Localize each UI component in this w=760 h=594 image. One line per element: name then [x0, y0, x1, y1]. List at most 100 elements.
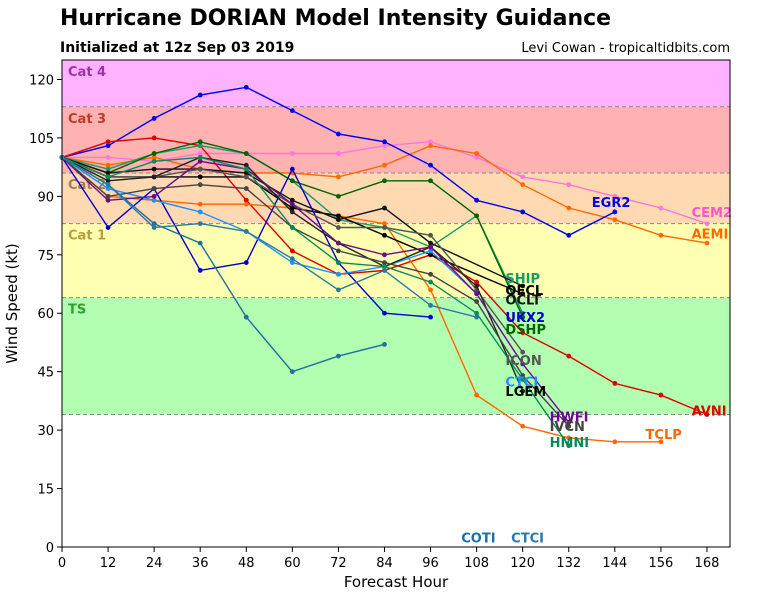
x-tick-label: 96 [422, 556, 439, 571]
data-point [243, 314, 249, 320]
data-point [566, 205, 572, 211]
data-point [105, 162, 111, 168]
data-point [105, 170, 111, 176]
data-point [197, 174, 203, 180]
data-point [520, 349, 526, 355]
series-layer [59, 84, 710, 449]
data-point [243, 162, 249, 168]
x-tick-label: 36 [192, 556, 209, 571]
data-point [704, 412, 710, 417]
data-point [428, 287, 433, 293]
data-point [243, 84, 249, 90]
series-line [61, 156, 477, 318]
data-point [382, 139, 387, 145]
data-point [520, 314, 526, 320]
x-tick-label: 156 [648, 556, 673, 571]
data-point [474, 197, 480, 203]
data-point [474, 314, 480, 320]
data-point [197, 158, 203, 164]
data-point [336, 353, 341, 359]
x-tick-label: 24 [146, 556, 163, 571]
data-point [336, 271, 341, 277]
data-point [243, 166, 249, 172]
data-point [520, 388, 526, 394]
data-point [336, 240, 341, 246]
data-point [151, 197, 157, 203]
data-point [474, 392, 480, 398]
y-tick-label: 105 [29, 132, 54, 147]
x-tick-label: 48 [238, 556, 255, 571]
data-point [151, 135, 157, 141]
data-point [336, 260, 341, 265]
data-point [566, 435, 572, 441]
data-point [336, 131, 341, 137]
data-point [289, 256, 295, 262]
data-point [428, 162, 433, 168]
data-point [520, 423, 526, 429]
series-label: TCLP [646, 428, 682, 443]
data-point [289, 151, 295, 156]
data-point [658, 232, 664, 238]
data-point [566, 232, 572, 238]
series-label: CTCI [505, 375, 538, 390]
data-point [151, 193, 157, 199]
data-point [197, 201, 203, 207]
data-point [658, 439, 664, 445]
data-point [289, 166, 295, 172]
band-label: Cat 3 [68, 112, 106, 127]
y-tick-label: 75 [37, 249, 54, 264]
data-point [566, 443, 572, 449]
data-point [151, 221, 157, 227]
data-point [289, 197, 295, 203]
data-point [105, 197, 111, 203]
data-point [566, 353, 572, 359]
data-point [428, 248, 433, 254]
band-label: Cat 4 [68, 65, 106, 80]
band-label: TS [68, 303, 86, 318]
data-point [289, 108, 295, 114]
data-point [658, 205, 664, 211]
data-point [197, 267, 203, 273]
data-point [428, 143, 433, 149]
data-point [566, 419, 572, 425]
data-point [382, 260, 387, 265]
data-point [520, 291, 526, 297]
x-tick-label: 108 [464, 556, 489, 571]
series-line [61, 156, 570, 427]
data-point [428, 139, 433, 145]
y-tick-label: 0 [46, 541, 54, 556]
data-point [105, 155, 111, 160]
data-point [336, 151, 341, 156]
band-label: Cat 1 [68, 229, 106, 244]
x-tick-label: 72 [330, 556, 347, 571]
x-tick-label: 0 [58, 556, 66, 571]
data-point [520, 330, 526, 336]
x-tick-label: 12 [100, 556, 117, 571]
data-point [151, 158, 157, 164]
series-line [61, 156, 570, 423]
band-cat-1 [62, 223, 730, 298]
x-tick-label: 132 [556, 556, 581, 571]
series-label: LGEM [505, 385, 546, 400]
data-point [382, 143, 387, 149]
y-tick-label: 120 [29, 73, 54, 88]
data-point [474, 151, 480, 156]
data-point [105, 139, 111, 145]
chart-credit: Levi Cowan - tropicaltidbits.com [521, 41, 730, 56]
series-label: HWFI [550, 410, 589, 425]
data-point [474, 283, 480, 289]
data-point [520, 377, 526, 382]
y-tick-label: 15 [37, 483, 54, 498]
data-point [382, 252, 387, 258]
data-point [289, 248, 295, 254]
data-point [428, 240, 433, 246]
data-point [428, 314, 433, 320]
data-point [428, 303, 433, 308]
data-point [336, 217, 341, 223]
data-point [105, 143, 111, 149]
data-point [612, 439, 618, 445]
data-point [428, 279, 433, 285]
data-point [566, 423, 572, 429]
data-point [197, 240, 203, 246]
